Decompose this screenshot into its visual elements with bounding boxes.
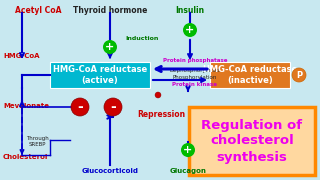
- Text: -: -: [110, 100, 116, 114]
- Text: Repression: Repression: [137, 109, 185, 118]
- Circle shape: [104, 98, 122, 116]
- FancyBboxPatch shape: [189, 107, 315, 175]
- Text: Insulin: Insulin: [175, 6, 204, 15]
- Text: Protein kinase: Protein kinase: [172, 82, 218, 87]
- Text: HMG-CoA reductase
(inactive): HMG-CoA reductase (inactive): [203, 65, 297, 85]
- Circle shape: [71, 98, 89, 116]
- Text: +: +: [105, 42, 115, 52]
- Text: Cholesterol: Cholesterol: [3, 154, 48, 160]
- Text: HMG-CoA: HMG-CoA: [3, 53, 39, 59]
- Text: Mevalonate: Mevalonate: [3, 103, 49, 109]
- Text: -: -: [77, 100, 83, 114]
- Text: HMG-CoA reductase
(active): HMG-CoA reductase (active): [53, 65, 147, 85]
- Circle shape: [292, 68, 306, 82]
- FancyBboxPatch shape: [210, 62, 290, 88]
- Text: Thyroid hormone: Thyroid hormone: [73, 6, 147, 15]
- Text: Protein phosphatase: Protein phosphatase: [163, 58, 227, 63]
- Text: Through
SREBP: Through SREBP: [26, 136, 48, 147]
- Text: Dephosphorylated: Dephosphorylated: [170, 68, 220, 73]
- Text: P: P: [296, 71, 302, 80]
- Text: Regulation of
cholesterol
synthesis: Regulation of cholesterol synthesis: [201, 118, 303, 163]
- Text: Glucocorticoid: Glucocorticoid: [82, 168, 139, 174]
- Text: +: +: [183, 145, 193, 155]
- Circle shape: [183, 23, 197, 37]
- FancyBboxPatch shape: [50, 62, 150, 88]
- Text: +: +: [185, 25, 195, 35]
- Circle shape: [155, 92, 161, 98]
- Text: Phosphorylation: Phosphorylation: [173, 75, 217, 80]
- Text: Induction: Induction: [125, 35, 158, 40]
- Text: Acetyl CoA: Acetyl CoA: [15, 6, 61, 15]
- Circle shape: [103, 40, 117, 54]
- Circle shape: [181, 143, 195, 157]
- Text: Glucagon: Glucagon: [170, 168, 206, 174]
